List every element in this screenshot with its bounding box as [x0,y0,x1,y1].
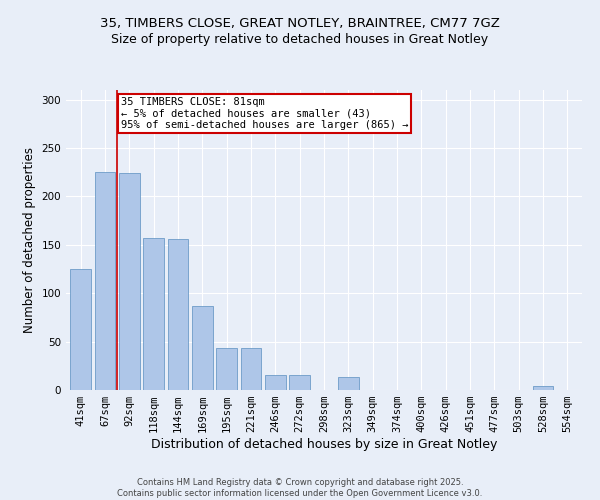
Bar [70,269,91,390]
Y-axis label: Number of detached properties: Number of detached properties [23,147,36,333]
Bar [95,172,115,390]
Bar [119,173,140,390]
Bar [289,376,310,390]
Bar [533,386,553,390]
Bar [241,348,262,390]
Bar [265,376,286,390]
Text: 35, TIMBERS CLOSE, GREAT NOTLEY, BRAINTREE, CM77 7GZ: 35, TIMBERS CLOSE, GREAT NOTLEY, BRAINTR… [100,18,500,30]
Text: Size of property relative to detached houses in Great Notley: Size of property relative to detached ho… [112,32,488,46]
Bar [143,238,164,390]
Bar [192,306,212,390]
Bar [167,239,188,390]
Bar [216,348,237,390]
Bar [338,378,359,390]
X-axis label: Distribution of detached houses by size in Great Notley: Distribution of detached houses by size … [151,438,497,451]
Text: Contains HM Land Registry data © Crown copyright and database right 2025.
Contai: Contains HM Land Registry data © Crown c… [118,478,482,498]
Text: 35 TIMBERS CLOSE: 81sqm
← 5% of detached houses are smaller (43)
95% of semi-det: 35 TIMBERS CLOSE: 81sqm ← 5% of detached… [121,97,408,130]
